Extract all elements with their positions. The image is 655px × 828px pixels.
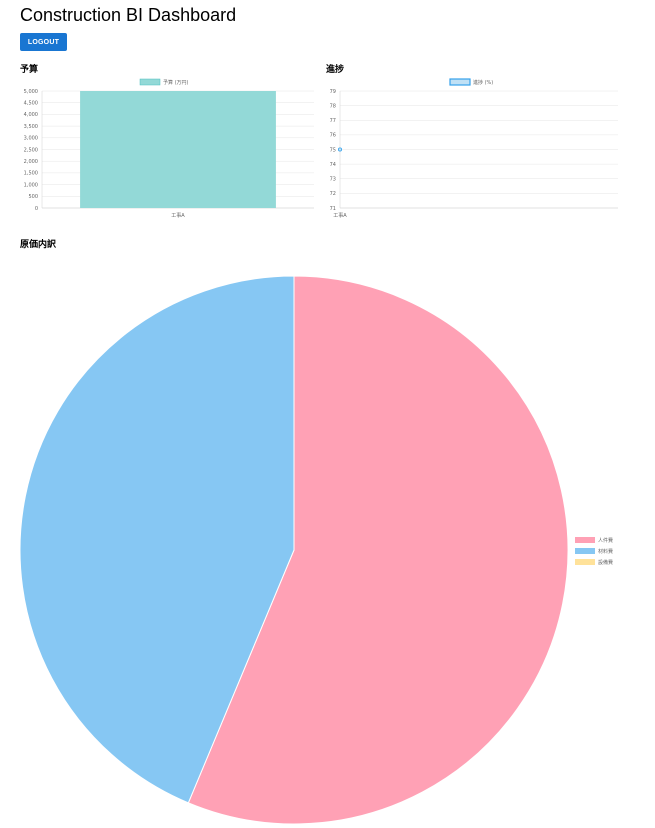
y-tick-label: 71: [330, 206, 336, 212]
legend-label: 材料費: [598, 548, 613, 555]
legend-label-progress: 進捗 (%): [473, 79, 493, 86]
bar: [80, 91, 276, 208]
progress-section-title: 進捗: [326, 64, 345, 74]
y-tick-label: 1,000: [24, 182, 38, 188]
y-tick-label: 3,500: [24, 124, 38, 130]
legend-label: 人件費: [598, 537, 613, 544]
x-tick-label: 工事A: [333, 212, 347, 219]
legend-swatch-budget: [139, 78, 161, 86]
y-tick-label: 2,000: [24, 159, 38, 165]
y-tick-label: 73: [330, 177, 336, 183]
x-tick-label: 工事A: [171, 212, 185, 219]
y-tick-label: 3,000: [24, 136, 38, 142]
y-tick-label: 500: [28, 194, 38, 200]
y-tick-label: 77: [330, 118, 336, 124]
y-tick-label: 74: [330, 162, 336, 168]
pie-slice: [187, 275, 569, 825]
y-tick-label: 2,500: [24, 147, 38, 153]
pie-slice: [19, 275, 295, 804]
budget-bar-chart: 予算 (万円) 0 500 1,000 1,500 2,000 2,500 3,000 3,50…: [24, 78, 314, 219]
legend-swatch: [575, 537, 595, 543]
legend-swatch-progress: [449, 78, 471, 86]
logout-button[interactable]: LOGOUT: [20, 33, 67, 51]
y-tick-label: 72: [330, 191, 336, 197]
page-title: Construction BI Dashboard: [20, 5, 237, 25]
legend-swatch: [575, 559, 595, 565]
legend-label: 設備費: [598, 559, 613, 566]
y-tick-label: 5,000: [24, 89, 38, 95]
data-point: [337, 147, 342, 152]
legend-label-budget: 予算 (万円): [163, 79, 189, 86]
legend-swatch: [575, 548, 595, 554]
y-tick-label: 79: [330, 89, 336, 95]
y-tick-label: 4,500: [24, 101, 38, 107]
y-tick-label: 75: [330, 147, 336, 153]
y-tick-label: 78: [330, 103, 336, 109]
progress-line-chart: 進捗 (%) 71 72 73 74 75 76 77 78 79 工事A: [330, 78, 618, 219]
y-tick-label: 0: [35, 206, 38, 212]
y-tick-label: 4,000: [24, 112, 38, 118]
y-tick-label: 1,500: [24, 171, 38, 177]
budget-section-title: 予算: [20, 64, 39, 74]
cost-section-title: 原価内訳: [20, 239, 57, 249]
y-tick-label: 76: [330, 133, 336, 139]
